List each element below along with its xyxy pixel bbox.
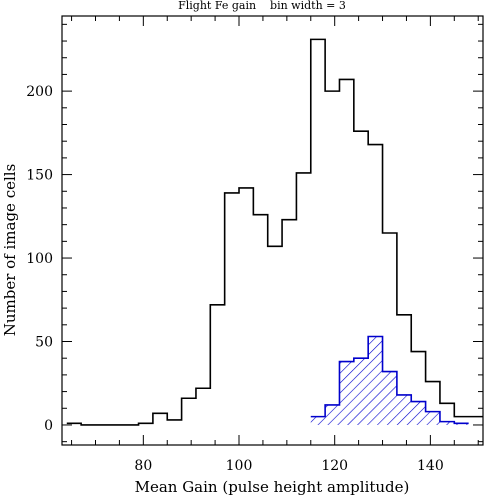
y-axis-ticks: 0 50 100 150 200 — [26, 23, 483, 443]
hatched-series — [310, 335, 469, 425]
hatched-bar — [411, 401, 426, 425]
hatched-bar — [382, 371, 397, 425]
hatched-bar — [310, 416, 326, 425]
hatched-bar — [439, 421, 455, 425]
chart-title: Flight Fe gain bin width = 3 — [178, 0, 346, 12]
hatched-bar — [425, 411, 440, 425]
y-tick-label: 0 — [44, 418, 53, 434]
x-axis-label: Mean Gain (pulse height amplitude) — [135, 478, 410, 496]
hatched-bar — [339, 361, 354, 425]
x-tick-label: 120 — [321, 458, 348, 474]
black-series-line — [66, 38, 483, 426]
hatched-bar — [396, 394, 412, 425]
plot-frame — [61, 15, 484, 446]
hatched-bar — [454, 423, 469, 425]
y-axis-label: Number of image cells — [1, 164, 19, 337]
hatched-bar — [325, 404, 340, 425]
y-tick-label: 50 — [35, 335, 53, 351]
x-tick-label: 80 — [134, 458, 152, 474]
y-tick-label: 100 — [26, 251, 53, 267]
x-tick-label: 100 — [226, 458, 253, 474]
x-tick-label: 140 — [417, 458, 444, 474]
black-series — [66, 38, 483, 426]
x-axis-ticks: 80 100 120 140 — [71, 16, 479, 474]
y-tick-label: 200 — [26, 84, 53, 100]
y-tick-label: 150 — [26, 168, 53, 184]
hatched-bar — [353, 358, 369, 425]
hatched-series-outline — [310, 335, 469, 425]
hatched-bar — [368, 336, 383, 425]
